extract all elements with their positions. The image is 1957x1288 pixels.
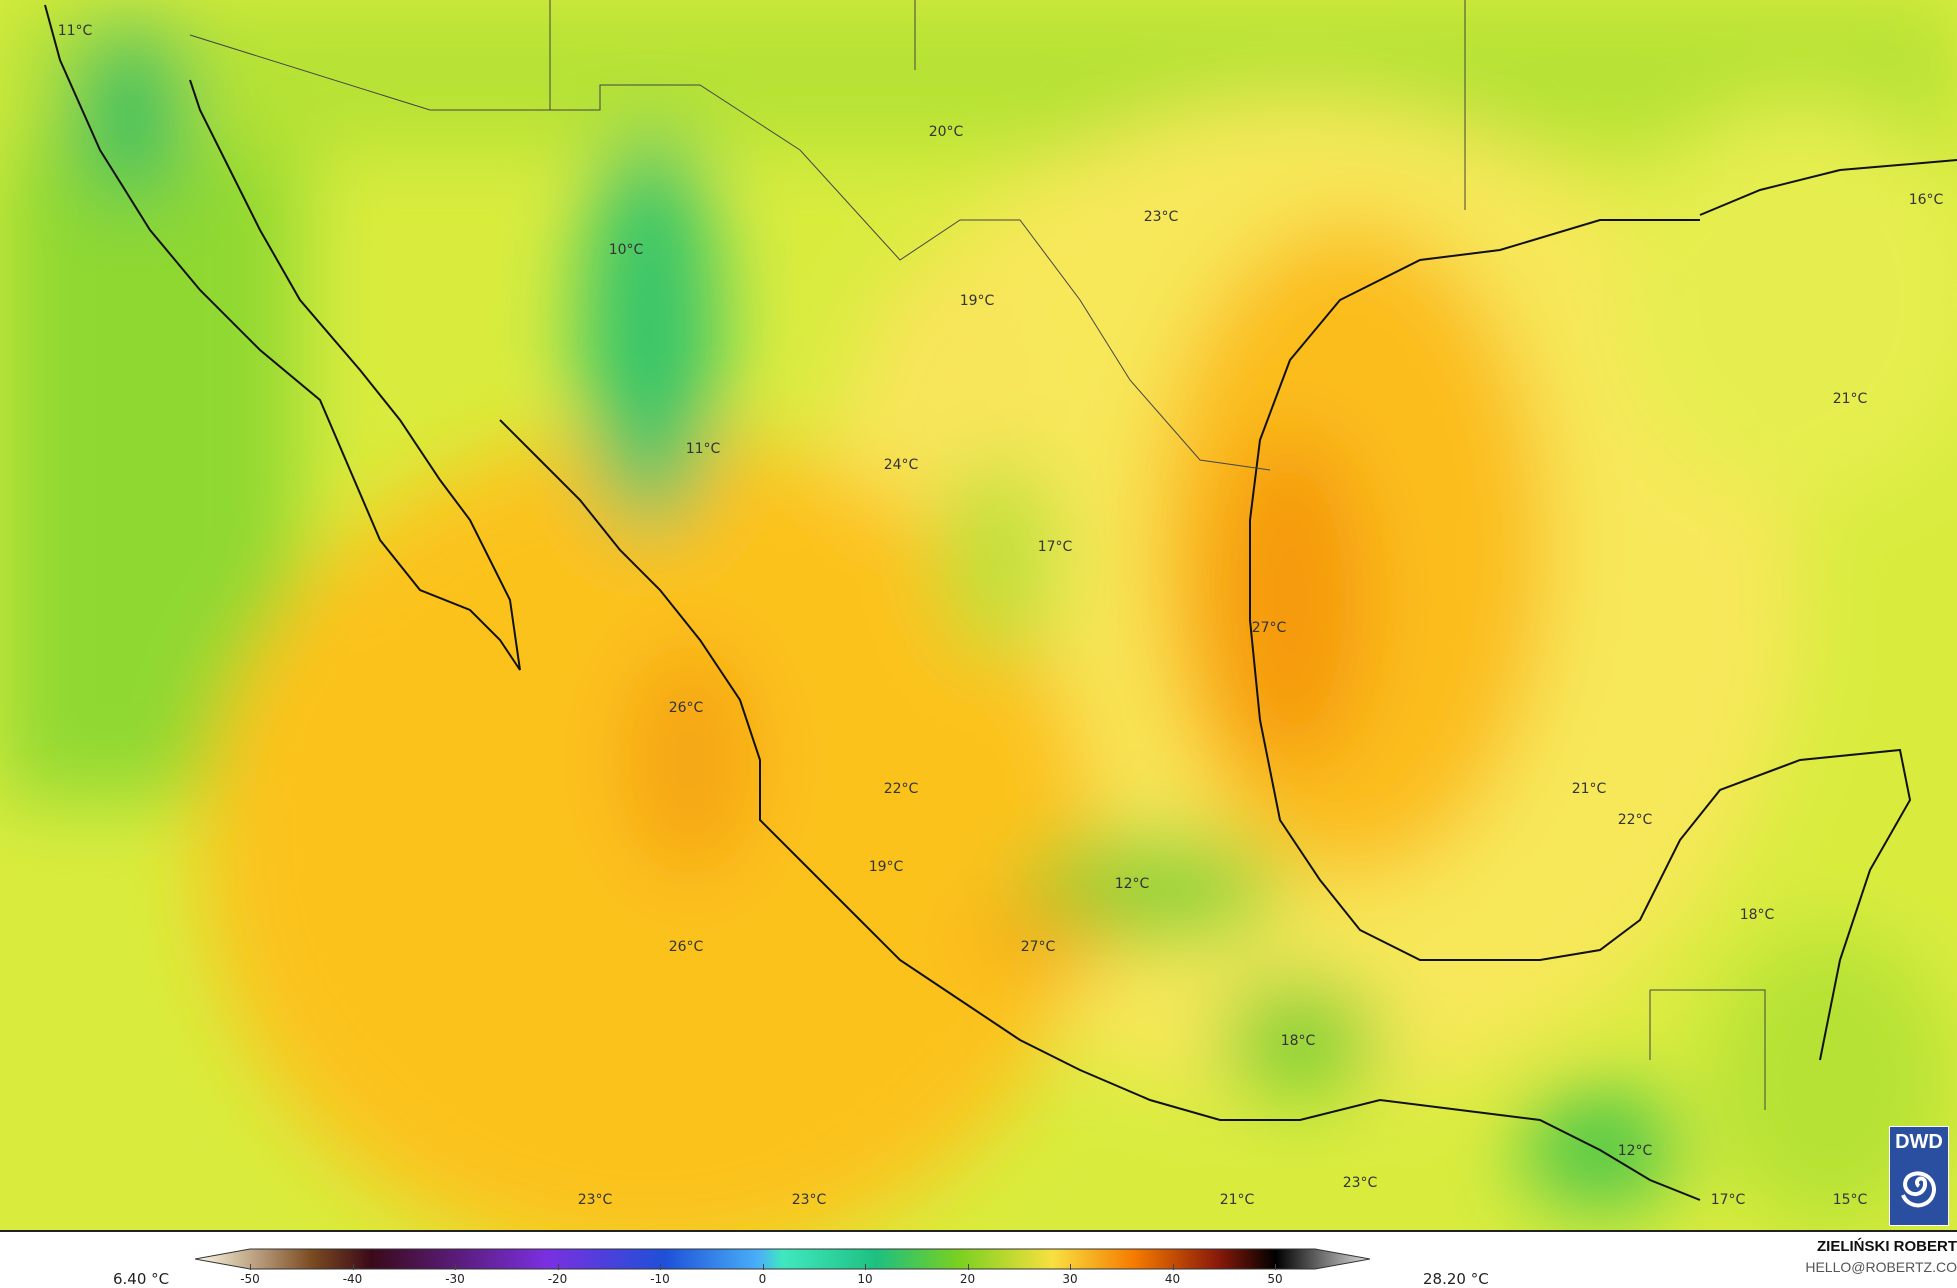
temperature-label: 11°C: [57, 23, 93, 39]
temperature-label: 15°C: [1832, 1192, 1868, 1208]
colorbar-tick-mark: [557, 1264, 559, 1270]
colorbar-tick-mark: [352, 1264, 354, 1270]
colorbar-tick-label: -10: [650, 1272, 670, 1286]
colorbar: [195, 1248, 1370, 1270]
temperature-label: 23°C: [791, 1192, 827, 1208]
colorbar-tick-mark: [865, 1264, 866, 1270]
colorbar-tick-mark: [660, 1264, 661, 1270]
temperature-label: 20°C: [928, 124, 964, 140]
temperature-label: 27°C: [1020, 939, 1056, 955]
temperature-label: 23°C: [577, 1192, 613, 1208]
borders: [189, 0, 1766, 1110]
colorbar-tick-mark: [1275, 1264, 1276, 1270]
colorbar-tick-mark: [250, 1264, 251, 1270]
colorbar-tick-label: 20: [959, 1272, 976, 1286]
colorbar-tick-label: -50: [240, 1272, 260, 1286]
temperature-label: 10°C: [608, 242, 644, 258]
temperature-label: 12°C: [1617, 1143, 1653, 1159]
temperature-label: 26°C: [668, 939, 704, 955]
author-credit: ZIELIŃSKI ROBERT HELLO@ROBERTZ.CO: [1805, 1238, 1957, 1275]
temperature-label: 27°C: [1251, 620, 1287, 636]
colorbar-tick-mark: [967, 1264, 969, 1270]
temperature-label: 19°C: [868, 859, 904, 875]
temperature-label: 26°C: [668, 700, 704, 716]
colorbar-tick-label: 40: [1164, 1272, 1181, 1286]
colorbar-tick-mark: [762, 1264, 764, 1270]
colorbar-tick-label: -30: [445, 1272, 465, 1286]
legend: 6.40 °C -50 -40 -30 -20 -10 0 10 20 30 40 50: [0, 1232, 1957, 1288]
colorbar-tick-mark: [1172, 1264, 1174, 1270]
temperature-label: 17°C: [1710, 1192, 1746, 1208]
temperature-label: 11°C: [685, 441, 721, 457]
temperature-label: 24°C: [883, 457, 919, 473]
colorbar-tick-label: 50: [1267, 1272, 1283, 1286]
temperature-label: 23°C: [1342, 1175, 1378, 1191]
temperature-label: 21°C: [1571, 781, 1607, 797]
author-email: HELLO@ROBERTZ.CO: [1805, 1259, 1957, 1275]
colorbar-tick-mark: [1070, 1264, 1071, 1270]
temperature-label: 18°C: [1739, 907, 1775, 923]
colorbar-tick-label: 0: [758, 1272, 767, 1286]
spiral-icon: [1901, 1171, 1936, 1208]
colorbar-tick-label: 30: [1062, 1272, 1078, 1286]
colorbar-tick-label: -40: [342, 1272, 363, 1286]
temperature-label: 22°C: [883, 781, 919, 797]
temperature-label: 18°C: [1280, 1033, 1316, 1049]
legend-max-value: 28.20 °C: [1423, 1270, 1489, 1288]
temperature-label: 22°C: [1617, 812, 1653, 828]
author-name: ZIELIŃSKI ROBERT: [1816, 1238, 1957, 1255]
temperature-label: 16°C: [1908, 192, 1944, 208]
temperature-label: 12°C: [1114, 876, 1150, 892]
temperature-label: 23°C: [1143, 209, 1179, 225]
colorbar-tick-label: 10: [857, 1272, 873, 1286]
colorbar-tick-label: -20: [547, 1272, 568, 1286]
temperature-label: 21°C: [1219, 1192, 1255, 1208]
dwd-logo: DWD: [1889, 1126, 1949, 1226]
dwd-logo-text: DWD: [1895, 1131, 1943, 1153]
coastline: [44, 4, 1957, 1201]
temperature-label: 17°C: [1037, 539, 1073, 555]
colorbar-tick-mark: [455, 1264, 456, 1270]
temperature-label: 19°C: [959, 293, 995, 309]
legend-min-value: 6.40 °C: [113, 1270, 170, 1288]
temperature-label: 21°C: [1832, 391, 1868, 407]
